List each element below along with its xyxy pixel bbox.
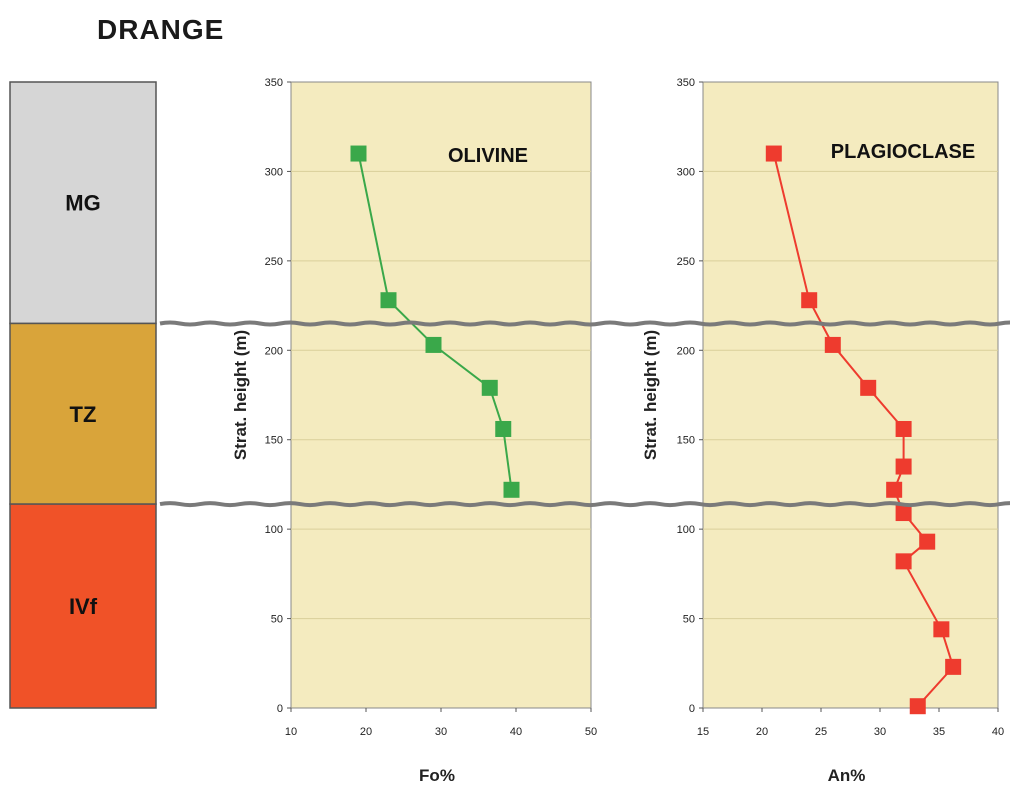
olivine-ytick-label: 100 (265, 524, 283, 536)
boundary-line (159, 320, 1010, 327)
olivine-xtick-label: 10 (285, 726, 297, 738)
unit-tz-label: TZ (70, 402, 97, 427)
olivine-chart: 0 50 100 150 200 250 300 350 10 20 30 40 50 Fo% Strat.… (231, 77, 597, 785)
plagioclase-data-point (895, 420, 912, 437)
olivine-data-point (350, 145, 367, 162)
plagioclase-data-point (945, 658, 962, 675)
plagioclase-plot-area (702, 81, 999, 709)
unit-ivf-block (9, 503, 157, 709)
olivine-ytick-label: 300 (265, 166, 283, 178)
olivine-xtick-label: 50 (585, 726, 597, 738)
plagioclase-ytick-label: 150 (677, 435, 695, 447)
olivine-data-point (481, 379, 498, 396)
plagioclase-data-point (895, 458, 912, 475)
olivine-xtick-label: 40 (510, 726, 522, 738)
olivine-ytick-label: 150 (265, 435, 283, 447)
plagioclase-xtick-label: 30 (874, 726, 886, 738)
olivine-data-point (503, 481, 520, 498)
plagioclase-ytick-label: 300 (677, 166, 695, 178)
olivine-ytick-label: 350 (265, 77, 283, 89)
plagioclase-data-point (801, 292, 818, 309)
plagioclase-ytick-label: 250 (677, 256, 695, 268)
plagioclase-ytick-label: 100 (677, 524, 695, 536)
plagioclase-xtick-label: 15 (697, 726, 709, 738)
plagioclase-panel-title: PLAGIOCLASE (831, 141, 975, 163)
olivine-xtick-label: 20 (360, 726, 372, 738)
plagioclase-data-point (860, 379, 877, 396)
plagioclase-data-point (895, 505, 912, 522)
boundary-lines (159, 320, 1010, 508)
plagioclase-xtick-label: 40 (992, 726, 1004, 738)
strat-column: MG TZ IVf (9, 81, 157, 709)
plagioclase-chart: 0 50 100 150 200 250 300 350 15 20 25 30 35 40 An% Stra… (641, 77, 1004, 785)
olivine-data-point (495, 420, 512, 437)
plagioclase-ytick-label: 50 (683, 614, 695, 626)
plagioclase-data-point (895, 553, 912, 570)
plagioclase-data-point (886, 481, 903, 498)
olivine-panel-title: OLIVINE (448, 145, 528, 167)
unit-mg-block (9, 81, 157, 325)
unit-tz-block (9, 322, 157, 505)
plagioclase-xlabel: An% (828, 766, 866, 785)
plagioclase-data-point (824, 336, 841, 353)
plagioclase-ytick-label: 0 (689, 703, 695, 715)
olivine-ytick-label: 0 (277, 703, 283, 715)
olivine-xtick-label: 30 (435, 726, 447, 738)
plagioclase-ytick-label: 350 (677, 77, 695, 89)
plagioclase-xtick-label: 25 (815, 726, 827, 738)
olivine-data-point (380, 292, 397, 309)
unit-mg-label: MG (65, 191, 100, 216)
olivine-ytick-label: 250 (265, 256, 283, 268)
unit-ivf-label: IVf (69, 594, 98, 619)
olivine-ytick-label: 50 (271, 614, 283, 626)
plagioclase-xtick-label: 20 (756, 726, 768, 738)
plagioclase-ytick-label: 200 (677, 345, 695, 357)
page-title: DRANGE (97, 14, 225, 45)
olivine-ylabel: Strat. height (m) (231, 330, 250, 460)
plagioclase-data-point (765, 145, 782, 162)
plagioclase-data-point (933, 621, 950, 638)
plagioclase-xtick-label: 35 (933, 726, 945, 738)
olivine-xlabel: Fo% (419, 766, 455, 785)
plagioclase-data-point (919, 533, 936, 550)
olivine-series-line (357, 153, 513, 490)
boundary-line (159, 501, 1010, 508)
olivine-plot-area (290, 81, 592, 709)
plagioclase-data-point (909, 698, 926, 715)
olivine-ytick-label: 200 (265, 345, 283, 357)
plagioclase-ylabel: Strat. height (m) (641, 330, 660, 460)
olivine-data-point (425, 336, 442, 353)
